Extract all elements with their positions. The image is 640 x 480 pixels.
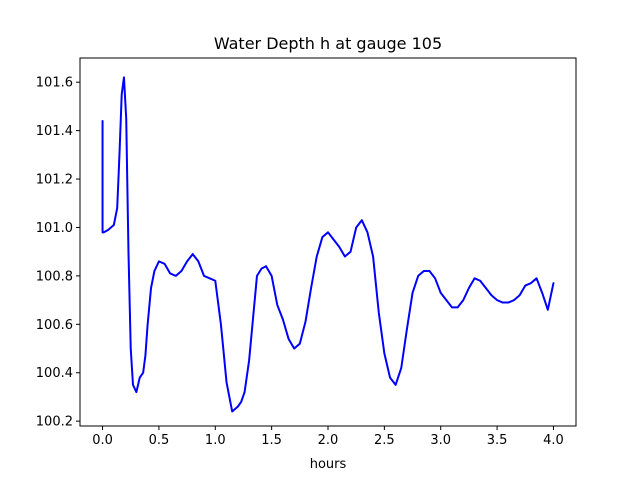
y-tick-label: 100.8 xyxy=(36,269,73,284)
x-tick-label: 2.5 xyxy=(374,433,395,448)
x-tick-label: 1.0 xyxy=(205,433,226,448)
y-tick-label: 100.6 xyxy=(36,318,73,333)
y-tick-label: 100.2 xyxy=(36,415,73,430)
x-tick-label: 1.5 xyxy=(261,433,282,448)
x-axis: 0.0 0.5 1.0 1.5 2.0 2.5 3.0 3.5 4.0 xyxy=(92,426,564,448)
y-tick-label: 101.0 xyxy=(36,221,73,236)
x-tick-label: 4.0 xyxy=(543,433,564,448)
chart-title: Water Depth h at gauge 105 xyxy=(214,34,442,53)
series-line-0 xyxy=(101,76,555,413)
x-axis-label: hours xyxy=(310,457,347,472)
x-tick-label: 3.0 xyxy=(430,433,451,448)
x-tick-label: 3.5 xyxy=(487,433,508,448)
y-tick-label: 100.4 xyxy=(36,366,73,381)
x-tick-label: 0.0 xyxy=(92,433,113,448)
y-tick-label: 101.4 xyxy=(36,124,73,139)
y-tick-label: 101.2 xyxy=(36,173,73,188)
axes-frame xyxy=(79,57,577,427)
x-tick-label: 2.0 xyxy=(318,433,339,448)
x-tick-label: 0.5 xyxy=(149,433,170,448)
plot-area xyxy=(101,76,555,413)
y-tick-label: 101.6 xyxy=(36,76,73,91)
y-axis: 100.2 100.4 100.6 100.8 101.0 101.2 101.4 101.6 xyxy=(36,76,80,430)
